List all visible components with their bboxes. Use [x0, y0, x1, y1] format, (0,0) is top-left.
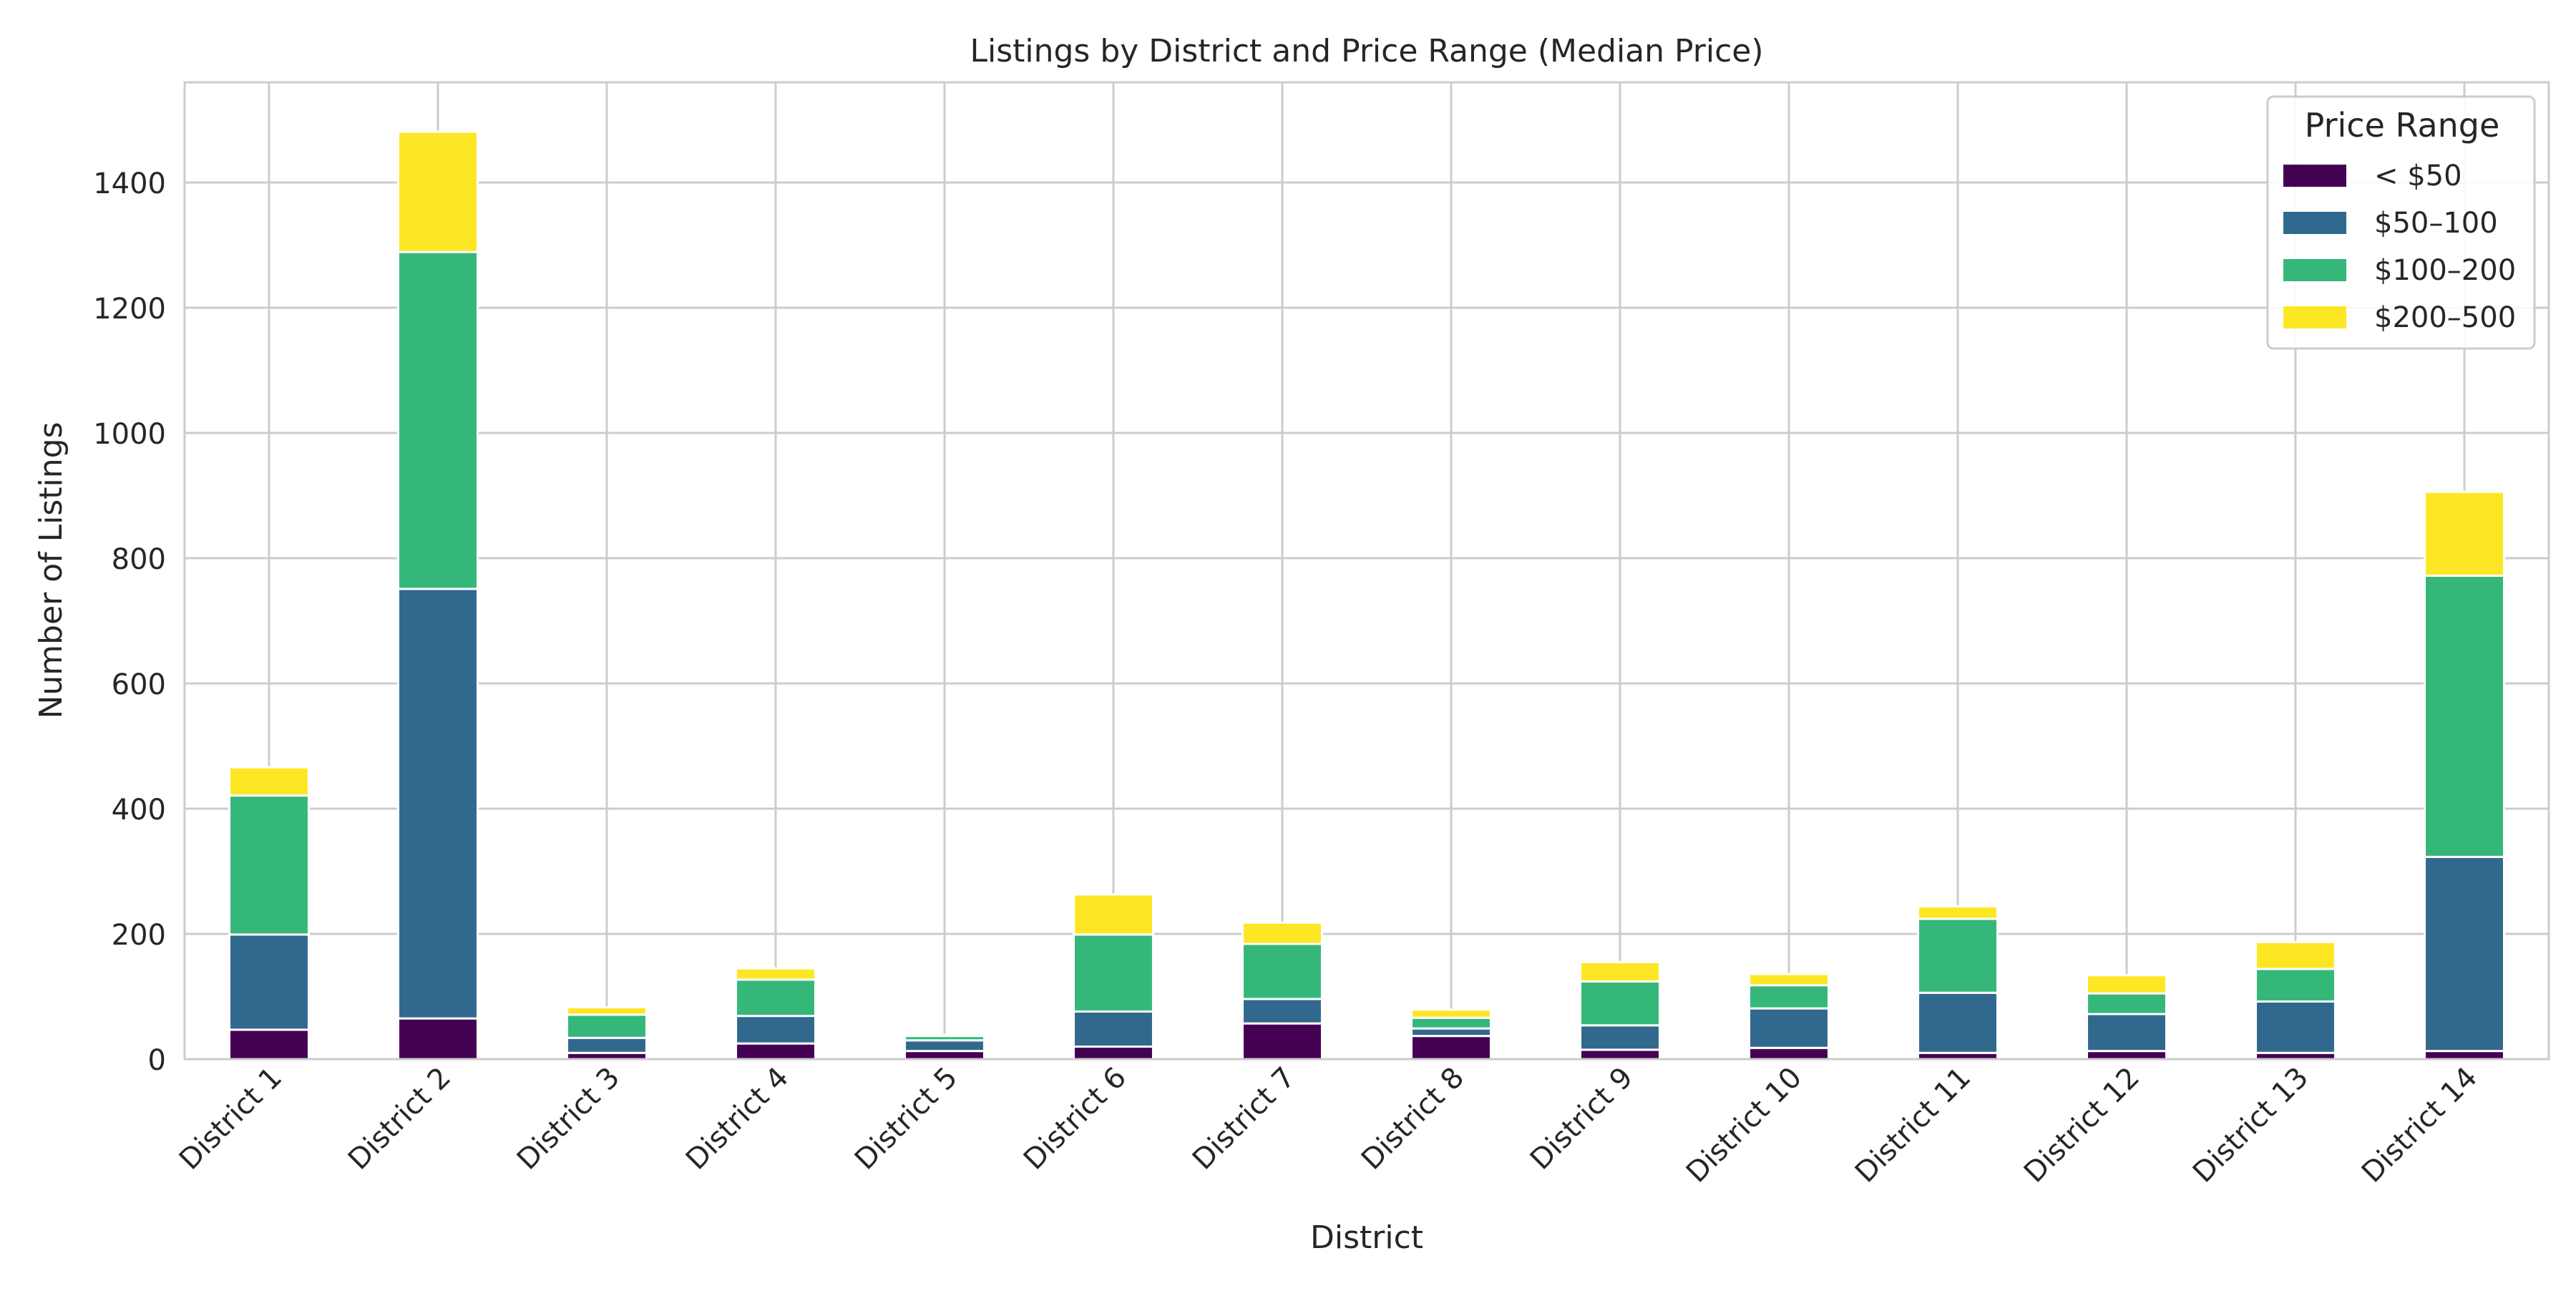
- y-tick-labels: 0 200 400 600 800 1000 1200 1400: [93, 167, 166, 1077]
- legend-title: Price Range: [2305, 106, 2500, 145]
- bar-segment: [1748, 973, 1830, 987]
- bar-segment: [1917, 991, 1999, 1054]
- bar-segment: [1579, 1048, 1661, 1061]
- y-tick-label: 1400: [93, 167, 166, 200]
- bar-segment: [1748, 1046, 1830, 1061]
- legend-box: [2266, 95, 2536, 350]
- bar-segment: [1073, 893, 1154, 936]
- bar-segment: [566, 1013, 648, 1039]
- bars: [228, 130, 2505, 1061]
- legend-label: < $50: [2374, 160, 2462, 193]
- bar-segment: [2424, 1050, 2505, 1061]
- legend-swatch: [2283, 259, 2346, 281]
- bar-segment: [397, 130, 479, 253]
- bar-segment: [735, 1015, 816, 1045]
- bar-segment: [397, 588, 479, 1020]
- bar-segment: [228, 794, 310, 936]
- bar-segment: [1579, 980, 1661, 1027]
- bar-segment: [1748, 1007, 1830, 1049]
- legend-label: $100–200: [2374, 254, 2516, 287]
- bar-segment: [397, 1017, 479, 1061]
- legend-swatch: [2283, 212, 2346, 234]
- bar-segment: [2255, 940, 2336, 970]
- legend-label: $50–100: [2374, 207, 2498, 240]
- bar-segment: [228, 766, 310, 797]
- y-tick-label: 0: [148, 1044, 166, 1077]
- legend-entries: < $50 $50–100 $100–200 $200–500: [2283, 160, 2516, 334]
- bar-segment: [2086, 1013, 2167, 1053]
- bar-segment: [735, 978, 816, 1018]
- legend-label: $200–500: [2374, 301, 2516, 334]
- bar-segment: [904, 1033, 985, 1038]
- y-axis-label: Number of Listings: [33, 422, 69, 718]
- plot-frame: [183, 81, 2550, 1061]
- bar-segment: [1241, 1022, 1323, 1061]
- bar-segment: [2424, 575, 2505, 858]
- legend-swatch: [2283, 165, 2346, 187]
- bar-segment: [1241, 942, 1323, 1000]
- bar-segment: [1410, 1016, 1492, 1030]
- y-tick-label: 1200: [93, 293, 166, 326]
- bar-segment: [2424, 855, 2505, 1053]
- bar-segment: [1917, 917, 1999, 994]
- bar-segment: [566, 1036, 648, 1054]
- legend-swatch: [2283, 306, 2346, 328]
- bar-segment: [228, 1028, 310, 1061]
- bar-segment: [2424, 490, 2505, 577]
- bar-segment: [228, 933, 310, 1031]
- y-tick-label: 800: [112, 543, 166, 576]
- y-tick-label: 400: [112, 794, 166, 827]
- bar-segment: [397, 250, 479, 590]
- bar-segment: [1410, 1035, 1492, 1061]
- bar-segment: [2086, 1050, 2167, 1061]
- bar-segment: [2086, 974, 2167, 995]
- bar-segment: [1073, 933, 1154, 1013]
- bar-segment: [1073, 1046, 1154, 1061]
- bar-segment: [1241, 921, 1323, 945]
- bar-segment: [2255, 968, 2336, 1003]
- y-tick-label: 200: [112, 919, 166, 952]
- y-tick-label: 600: [112, 668, 166, 701]
- bar-segment: [2255, 1000, 2336, 1054]
- bar-segment: [735, 967, 816, 981]
- bar-segment: [1073, 1010, 1154, 1048]
- bar-segment: [1410, 1008, 1492, 1019]
- chart-title: Listings by District and Price Range (Me…: [970, 33, 1763, 69]
- bar-segment: [1917, 905, 1999, 920]
- bar-segment: [1579, 1024, 1661, 1051]
- bar-segment: [1748, 984, 1830, 1010]
- bar-segment: [1579, 960, 1661, 983]
- bar-segment: [735, 1042, 816, 1061]
- y-tick-label: 1000: [93, 418, 166, 451]
- legend: Price Range < $50 $50–100 $100–200 $200–500: [2266, 95, 2536, 350]
- bar-segment: [566, 1005, 648, 1016]
- bar-segment: [904, 1050, 985, 1061]
- x-axis-label: District: [1310, 1219, 1423, 1256]
- bar-segment: [1410, 1027, 1492, 1038]
- bar-segment: [1241, 998, 1323, 1025]
- bar-segment: [904, 1039, 985, 1053]
- bar-segment: [2086, 992, 2167, 1015]
